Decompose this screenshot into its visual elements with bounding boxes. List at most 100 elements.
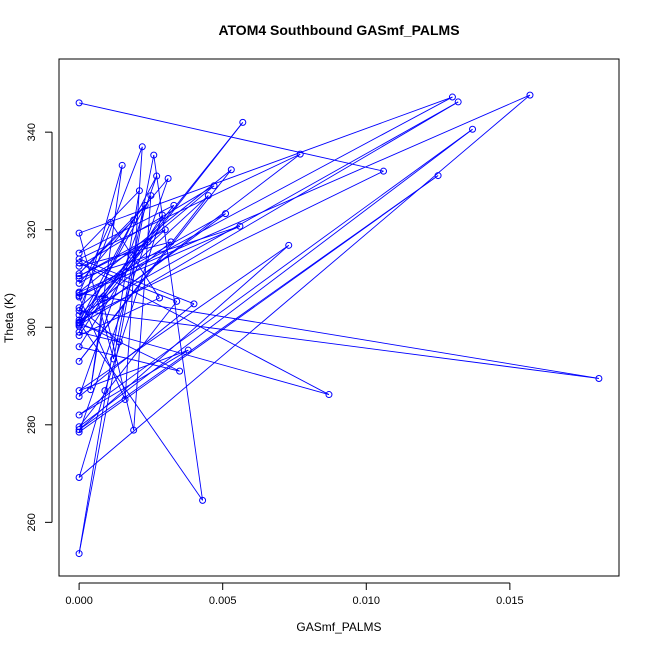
y-tick-label: 280: [26, 416, 38, 434]
data-point: [130, 216, 138, 224]
series-segment: [78, 346, 180, 372]
data-point: [75, 318, 83, 326]
series-segment: [78, 349, 189, 416]
x-tick-label: 0.000: [65, 595, 93, 607]
data-point: [190, 300, 198, 308]
series-segment: [78, 169, 232, 293]
x-axis-label: GASmf_PALMS: [296, 620, 381, 634]
series-lines: [78, 94, 599, 554]
series-segment: [78, 349, 189, 392]
x-axis: 0.000 0.005 0.010 0.015: [65, 582, 524, 607]
data-point: [75, 332, 83, 340]
data-point: [173, 297, 181, 305]
data-point: [75, 259, 83, 267]
data-point: [75, 311, 83, 319]
series-segment: [78, 241, 172, 267]
data-point: [75, 307, 83, 315]
data-point: [199, 496, 207, 504]
data-point: [75, 343, 83, 351]
data-point: [75, 270, 83, 278]
data-point: [184, 346, 192, 354]
data-point: [75, 393, 83, 401]
data-point: [75, 328, 83, 336]
data-point: [144, 238, 152, 246]
data-point: [210, 182, 218, 190]
series-segment: [78, 331, 120, 343]
series-segment: [153, 155, 204, 501]
data-point: [222, 210, 230, 218]
data-point: [75, 411, 83, 419]
data-point: [75, 229, 83, 237]
data-point: [75, 274, 83, 282]
data-point: [98, 295, 106, 303]
series-segment: [78, 190, 140, 254]
series-segment: [78, 128, 473, 416]
data-point: [454, 98, 462, 106]
series-segment: [78, 128, 473, 428]
data-point: [75, 288, 83, 296]
data-point: [236, 222, 244, 230]
data-point: [75, 279, 83, 287]
y-axis: 260 280 300 320 340: [26, 123, 53, 532]
series-segment: [78, 94, 531, 478]
series-segment: [78, 101, 459, 316]
data-point: [75, 304, 83, 312]
series-segment: [78, 262, 330, 395]
data-point: [75, 262, 83, 270]
data-point: [153, 172, 161, 180]
data-point: [75, 255, 83, 263]
series-segment: [78, 390, 106, 478]
series-segment: [78, 229, 166, 277]
plot-frame: [58, 58, 620, 577]
series-segment: [78, 205, 146, 554]
data-point: [101, 387, 109, 395]
series-segment: [78, 175, 158, 397]
data-point: [526, 91, 534, 99]
y-tick-label: 260: [26, 513, 38, 531]
series-segment: [78, 258, 195, 305]
y-tick-label: 320: [26, 221, 38, 239]
data-point: [75, 423, 83, 431]
data-point: [127, 251, 135, 259]
series-segment: [101, 298, 135, 431]
data-point: [135, 187, 143, 195]
x-tick-label: 0.005: [209, 595, 237, 607]
x-tick-label: 0.015: [496, 595, 524, 607]
series-points: [75, 91, 603, 558]
data-point: [156, 294, 164, 302]
series-segment: [78, 153, 301, 260]
series-segment: [79, 292, 599, 379]
series-segment: [78, 94, 531, 293]
series-segment: [78, 195, 209, 316]
series-segment: [78, 219, 135, 333]
series-segment: [78, 225, 241, 279]
data-point: [595, 374, 603, 382]
series-segment: [78, 205, 175, 324]
data-point: [167, 238, 175, 246]
series-segment: [78, 96, 453, 298]
series-segment: [78, 204, 175, 254]
series-segment: [78, 244, 289, 392]
series-segment: [78, 324, 330, 395]
data-point: [239, 118, 247, 126]
data-point: [110, 355, 118, 363]
data-point: [107, 218, 115, 226]
data-point: [158, 211, 166, 219]
data-point: [75, 550, 83, 558]
data-point: [101, 294, 109, 302]
data-point: [227, 166, 235, 174]
data-point: [469, 125, 477, 133]
data-point: [141, 201, 149, 209]
data-point: [150, 151, 158, 159]
data-point: [118, 161, 126, 169]
data-point: [75, 428, 83, 436]
data-point: [164, 174, 172, 182]
series-segment: [78, 175, 439, 433]
y-axis-label: Theta (K): [2, 293, 16, 343]
data-point: [75, 99, 83, 107]
data-point: [147, 192, 155, 200]
series-segment: [78, 244, 290, 431]
data-point: [138, 143, 146, 151]
data-point: [115, 338, 123, 346]
